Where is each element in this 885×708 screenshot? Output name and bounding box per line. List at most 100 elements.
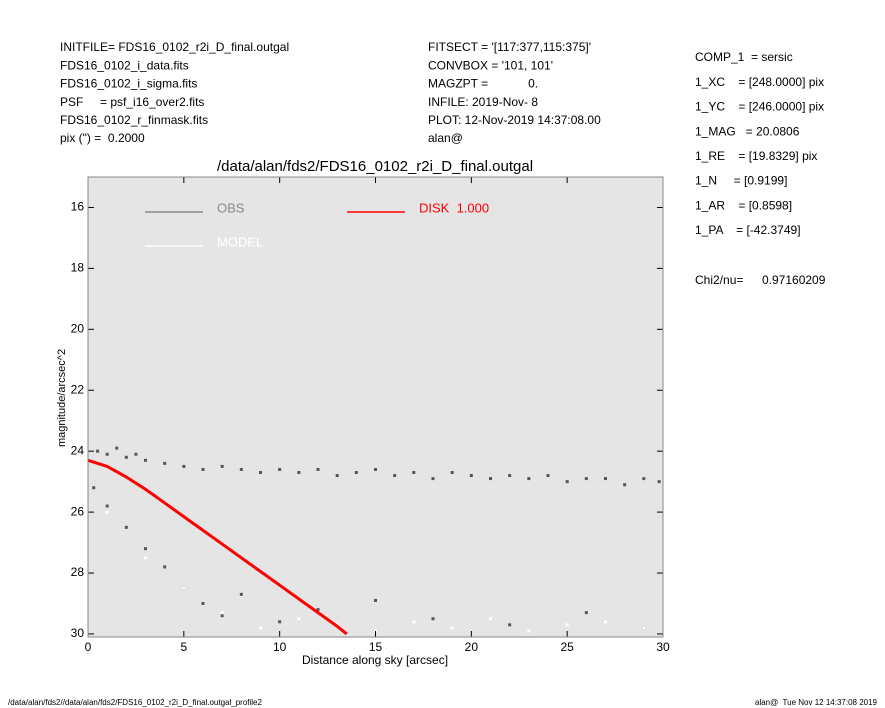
- data-point: [565, 480, 569, 484]
- y-tick-label: 26: [71, 504, 85, 518]
- data-point: [508, 474, 512, 478]
- data-point: [124, 455, 128, 459]
- data-point: [527, 629, 531, 633]
- data-point: [316, 608, 320, 612]
- data-point: [489, 477, 492, 481]
- header-left-line: pix (") = 0.2000: [60, 131, 145, 145]
- fit-parameter: 1_XC = [248.0000] pix: [695, 75, 824, 89]
- data-point: [105, 504, 109, 508]
- fit-parameter: 1_N = [0.9199]: [695, 174, 787, 188]
- header-middle-line: FITSECT = '[117:377,115:375]': [428, 40, 591, 54]
- data-point: [163, 565, 167, 569]
- header-middle-line: CONVBOX = '101, 101': [428, 58, 553, 72]
- data-point: [297, 470, 301, 474]
- y-axis-label: magnitude/arcsec^2: [56, 349, 68, 447]
- data-point: [335, 474, 339, 478]
- legend-label: MODEL: [217, 234, 263, 249]
- data-point: [220, 464, 224, 468]
- header-left-line: FDS16_0102_i_sigma.fits: [60, 77, 197, 91]
- x-tick-label: 25: [560, 640, 574, 654]
- fit-parameter: 1_RE = [19.8329] pix: [695, 149, 817, 163]
- x-axis-label: Distance along sky [arcsec]: [302, 653, 448, 667]
- data-point: [182, 464, 186, 468]
- data-point: [604, 477, 607, 481]
- data-point: [259, 470, 262, 474]
- data-point: [316, 467, 320, 471]
- y-tick-label: 16: [71, 200, 85, 214]
- data-point: [565, 623, 569, 627]
- plot-marks: [88, 446, 661, 636]
- data-point: [239, 592, 243, 596]
- data-point: [259, 626, 262, 630]
- fit-parameter: 1_PA = [-42.3749]: [695, 223, 801, 237]
- data-point: [220, 614, 224, 618]
- y-tick-label: 22: [71, 382, 85, 396]
- plot-frame: [87, 176, 664, 638]
- data-point: [144, 556, 147, 560]
- data-point: [412, 470, 416, 474]
- x-tick-label: 20: [465, 640, 479, 654]
- fit-parameter: 1_AR = [0.8598]: [695, 198, 792, 212]
- data-point: [96, 449, 100, 453]
- data-point: [527, 477, 531, 481]
- data-point: [354, 470, 358, 474]
- data-point: [105, 510, 109, 514]
- y-tick-label: 24: [71, 443, 85, 457]
- data-point: [469, 474, 473, 478]
- chi2-value: 0.97160209: [762, 273, 826, 287]
- x-tick-label: 30: [656, 640, 670, 654]
- data-point: [201, 601, 205, 605]
- data-point: [604, 620, 607, 624]
- header-left-line: FDS16_0102_i_data.fits: [60, 58, 189, 72]
- header-middle-line: MAGZPT = 0.: [428, 77, 538, 91]
- data-point: [220, 611, 224, 615]
- data-point: [105, 452, 109, 456]
- data-point: [431, 617, 435, 621]
- data-point: [163, 461, 167, 465]
- data-point: [623, 483, 627, 487]
- header-left-line: INITFILE= FDS16_0102_r2i_D_final.outgal: [60, 40, 289, 54]
- fit-parameter: 1_MAG = 20.0806: [695, 124, 800, 138]
- data-point: [239, 467, 243, 471]
- data-point: [450, 470, 454, 474]
- y-tick-label: 28: [71, 565, 85, 579]
- fit-parameter: 1_YC = [246.0000] pix: [695, 100, 824, 114]
- x-tick-label: 0: [85, 640, 92, 654]
- data-point: [412, 620, 416, 624]
- header-middle-line: alan@: [428, 131, 463, 145]
- legend-label: OBS: [217, 200, 245, 215]
- data-point: [584, 477, 588, 481]
- data-point: [201, 467, 205, 471]
- chi2-label: Chi2/nu=: [695, 273, 743, 287]
- data-point: [115, 446, 119, 450]
- x-tick-label: 10: [273, 640, 287, 654]
- data-point: [450, 626, 454, 630]
- fit-parameter: COMP_1 = sersic: [695, 50, 793, 64]
- plot-area: [88, 177, 663, 637]
- data-point: [546, 474, 550, 478]
- x-tick-label: 15: [369, 640, 383, 654]
- header-middle-line: INFILE: 2019-Nov- 8: [428, 95, 538, 109]
- data-point: [431, 477, 435, 481]
- header-middle-line: PLOT: 12-Nov-2019 14:37:08.00: [428, 113, 601, 127]
- data-point: [642, 477, 646, 481]
- x-tick-label: 5: [180, 640, 187, 654]
- data-point: [297, 617, 301, 621]
- data-point: [278, 620, 282, 624]
- data-point: [134, 452, 138, 456]
- data-point: [393, 474, 397, 478]
- data-point: [374, 629, 377, 633]
- data-point: [144, 458, 147, 462]
- y-tick-label: 20: [71, 321, 85, 335]
- footer-path: /data/alan/fds2//data/alan/fds2/FDS16_01…: [8, 698, 263, 707]
- data-point: [584, 611, 588, 615]
- data-point: [182, 586, 186, 590]
- data-point: [508, 623, 512, 627]
- data-point: [124, 525, 128, 529]
- data-point: [92, 486, 96, 490]
- data-point: [374, 467, 377, 471]
- legend-label: DISK 1.000: [419, 200, 489, 215]
- data-point: [374, 598, 377, 602]
